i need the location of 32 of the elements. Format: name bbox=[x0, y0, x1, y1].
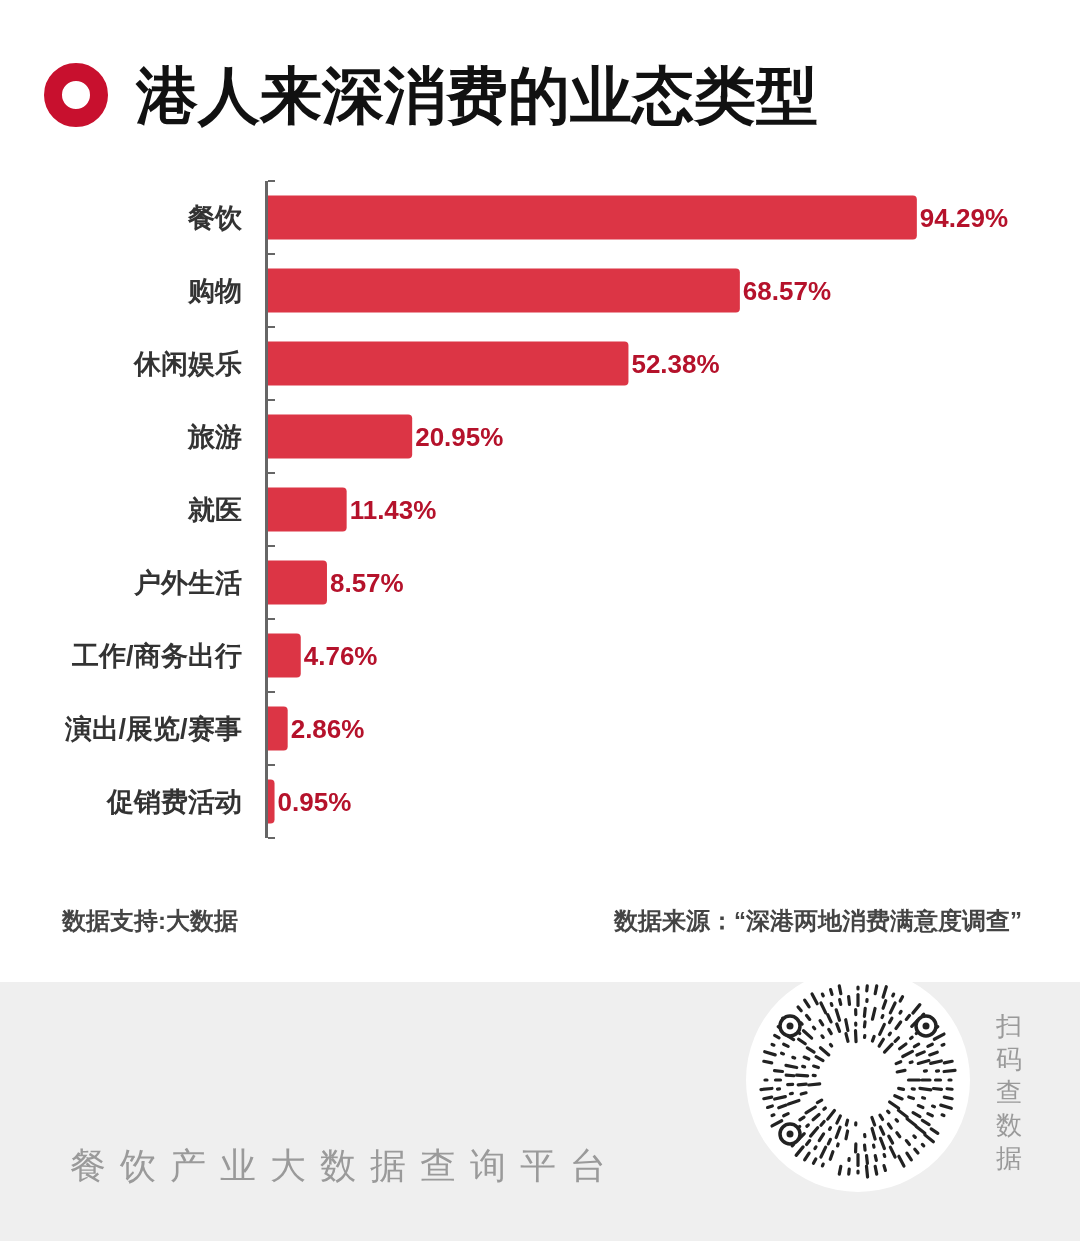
y-tick-label: 就医 bbox=[186, 494, 242, 525]
data-label: 20.95% bbox=[415, 421, 504, 452]
text: 餐饮产业大数据查询平台 bbox=[70, 1144, 620, 1188]
data-label: 68.57% bbox=[742, 275, 832, 306]
source-note: 数据来源：“深港两地消费满意度调查” bbox=[614, 906, 1022, 936]
data-label: 8.57% bbox=[329, 567, 404, 598]
y-tick-label: 演出/展览/赛事 bbox=[63, 713, 242, 744]
data-label: 94.29% bbox=[919, 202, 1009, 233]
y-tick-label: 户外生活 bbox=[132, 567, 242, 598]
y-tick-label: 休闲娱乐 bbox=[132, 348, 242, 379]
text: 扫码查数据 bbox=[995, 1010, 1023, 1175]
bar bbox=[268, 414, 413, 459]
bar bbox=[268, 633, 301, 678]
bar bbox=[268, 341, 629, 386]
bar bbox=[268, 487, 347, 532]
bar bbox=[268, 560, 327, 605]
bar bbox=[268, 195, 917, 240]
y-tick-label: 旅游 bbox=[186, 421, 242, 452]
bar bbox=[268, 779, 275, 824]
data-label: 2.86% bbox=[290, 713, 365, 744]
data-label: 52.38% bbox=[631, 348, 720, 379]
y-tick-label: 工作/商务出行 bbox=[71, 640, 242, 671]
bar bbox=[268, 268, 740, 313]
y-tick-label: 购物 bbox=[186, 275, 242, 306]
y-tick-label: 促销费活动 bbox=[105, 786, 242, 817]
data-label: 4.76% bbox=[303, 640, 378, 671]
chart-title: 港人来深消费的业态类型 bbox=[136, 60, 818, 132]
y-tick-label: 餐饮 bbox=[186, 202, 243, 233]
bar bbox=[268, 706, 288, 751]
text: 数据支持:大数据 bbox=[62, 906, 238, 936]
data-label: 11.43% bbox=[349, 494, 437, 525]
data-label: 0.95% bbox=[277, 786, 352, 817]
